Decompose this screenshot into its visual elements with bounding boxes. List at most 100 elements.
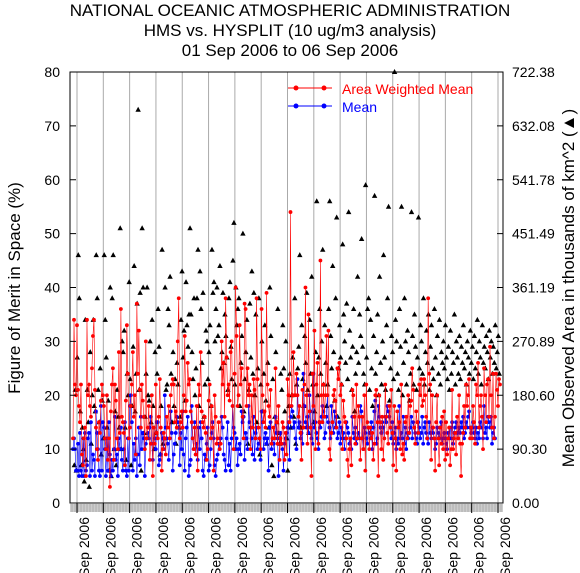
area-weighted-mean-point [248,447,253,452]
area-triangle-marker [281,365,287,371]
area-triangle-marker [137,289,143,295]
mean-point [207,463,212,468]
area-triangle-marker [98,451,104,457]
area-weighted-mean-point [213,414,218,419]
mean-point [182,468,187,473]
area-weighted-mean-point [253,436,258,441]
area-weighted-mean-point [397,420,402,425]
area-weighted-mean-point [159,468,164,473]
area-weighted-mean-point [155,436,160,441]
area-weighted-mean-point [417,382,422,387]
area-triangle-marker [269,462,275,468]
area-triangle-marker [364,306,371,312]
area-weighted-mean-point [368,425,373,430]
area-weighted-mean-point [73,382,77,387]
area-weighted-mean-point [261,420,266,425]
area-weighted-mean-point [490,425,494,430]
area-weighted-mean-point [255,377,260,381]
area-triangle-marker [383,322,390,328]
area-triangle-marker [188,311,194,317]
y2-tick-label: 632.08 [512,118,555,134]
area-triangle-marker [127,376,133,382]
area-weighted-mean-point [287,420,292,425]
mean-point [196,425,201,430]
area-triangle-marker [459,359,466,365]
area-weighted-mean-point [156,414,161,419]
mean-point [221,452,226,457]
mean-point [247,420,252,425]
area-weighted-mean-point [335,366,340,371]
area-triangle-marker [112,408,118,414]
x-tick-label: Sep 2006 [313,517,329,573]
area-triangle-marker [105,397,111,403]
area-weighted-mean-point [222,414,227,419]
area-weighted-mean-point [456,436,460,441]
mean-point [113,414,117,419]
mean-point [97,468,101,473]
area-triangle-marker [206,349,212,355]
area-triangle-marker [327,198,333,204]
area-weighted-mean-point [260,393,265,398]
area-weighted-mean-point [220,382,225,387]
area-weighted-mean-point [280,420,285,425]
area-weighted-mean-point [257,436,262,441]
area-weighted-mean-point [109,409,113,414]
area-weighted-mean-point [92,317,96,322]
area-triangle-marker [91,403,97,409]
y2-tick-label: 0.00 [512,495,539,511]
area-triangle-marker [426,386,433,392]
area-triangle-marker [443,354,450,360]
area-weighted-mean-point [204,458,209,462]
area-weighted-mean-point [367,447,372,452]
area-weighted-mean-point [399,382,404,387]
area-weighted-mean-point [488,344,492,349]
area-triangle-marker [181,327,187,333]
mean-point [165,441,170,446]
area-weighted-mean-point [197,393,202,398]
area-weighted-mean-point [420,404,425,408]
mean-point [359,409,364,414]
mean-point [362,425,367,430]
area-triangle-marker [333,214,340,220]
mean-point [255,447,260,452]
area-weighted-mean-point [101,393,105,398]
area-triangle-marker [223,332,229,338]
area-weighted-mean-point [217,447,222,452]
area-triangle-marker [166,322,172,328]
area-triangle-marker [354,273,361,279]
mean-point [477,436,481,441]
area-triangle-marker [350,306,357,312]
area-weighted-mean-point [120,420,125,425]
area-triangle-marker [278,370,284,376]
mean-point [201,474,206,478]
area-triangle-marker [384,295,391,301]
area-weighted-mean-point [128,404,133,408]
mean-point [93,474,97,478]
area-triangle-marker [150,403,156,409]
area-weighted-mean-point [86,393,90,398]
area-weighted-mean-point [426,296,431,301]
area-triangle-marker [93,252,99,258]
area-weighted-mean-point [419,377,424,381]
area-weighted-mean-point [316,441,321,446]
area-triangle-marker [483,332,490,338]
area-weighted-mean-point [111,366,115,371]
area-weighted-mean-point [289,404,294,408]
area-weighted-mean-point [407,431,412,435]
area-weighted-mean-point [402,458,407,462]
area-weighted-mean-point [106,458,110,462]
area-triangle-marker [149,316,155,322]
area-weighted-mean-point [196,382,201,387]
area-weighted-mean-point [87,382,91,387]
area-triangle-marker [194,295,200,301]
area-triangle-marker [167,273,173,279]
area-weighted-mean-point [359,436,364,441]
area-weighted-mean-point [166,404,171,408]
area-weighted-mean-point [225,393,230,398]
mean-point [107,420,111,425]
area-weighted-mean-point [226,382,231,387]
area-weighted-mean-point [177,436,182,441]
area-weighted-mean-point [184,398,189,403]
y2-tick-label: 451.49 [512,226,555,242]
area-weighted-mean-point [141,414,146,419]
